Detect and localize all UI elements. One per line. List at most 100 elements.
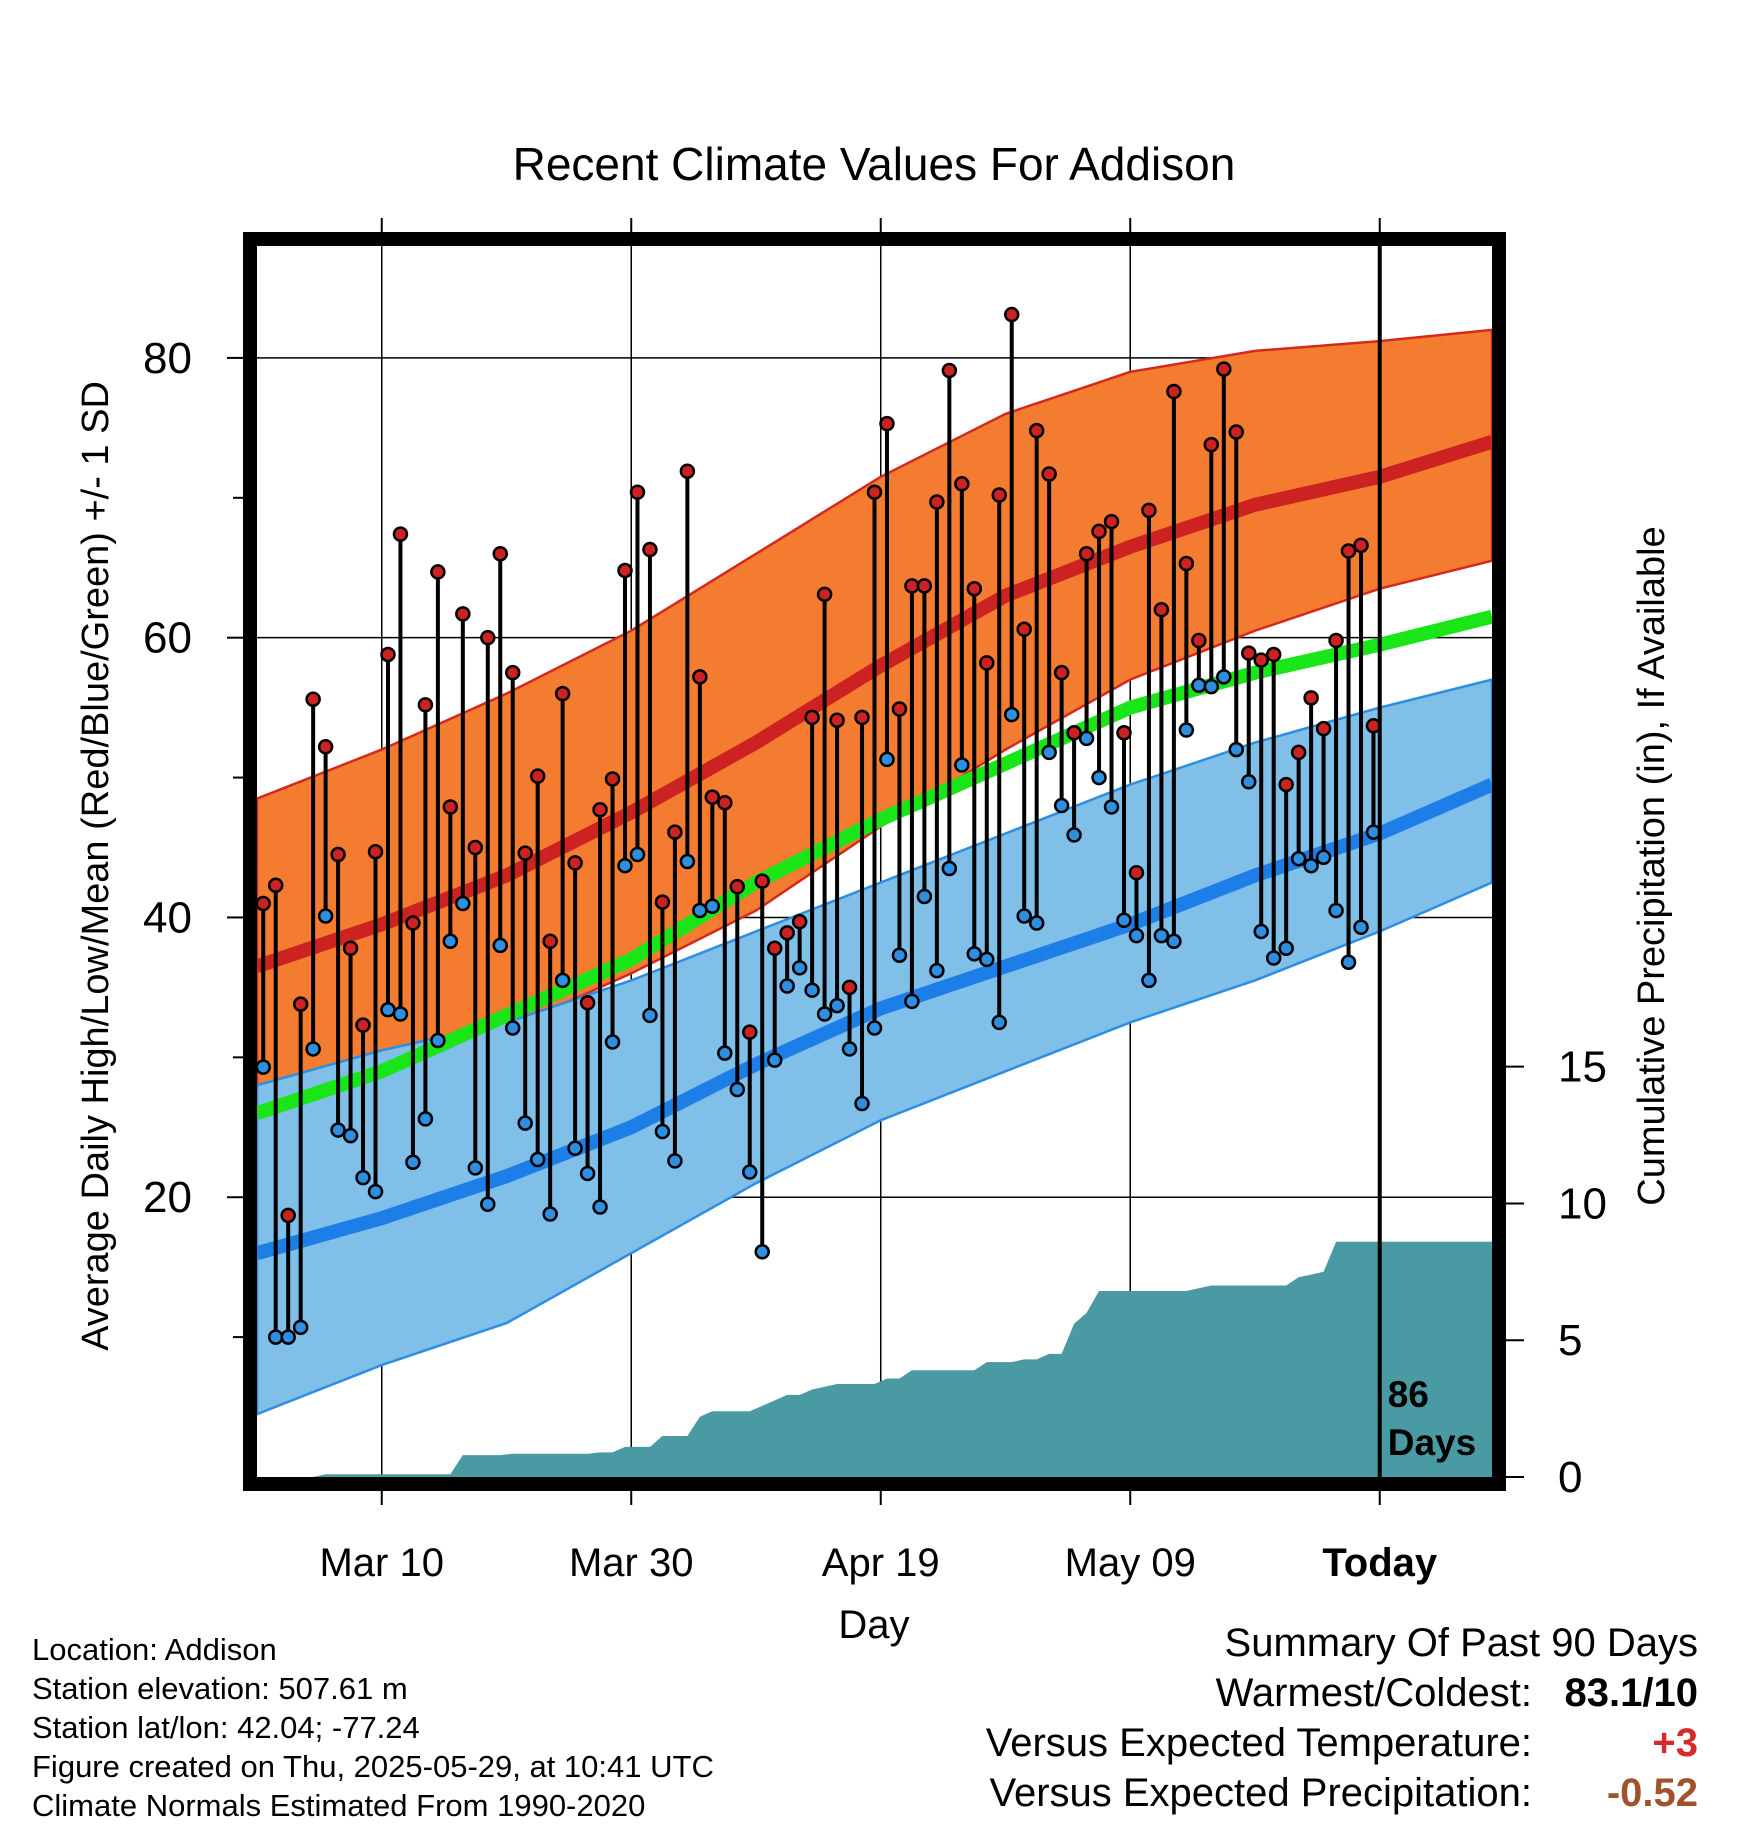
daily-low-point (1066, 827, 1082, 843)
daily-high-point (729, 878, 746, 895)
daily-high-point (979, 655, 995, 671)
daily-low-point (1041, 744, 1057, 761)
daily-low-point (1265, 950, 1282, 966)
days-unit-label: Days (1388, 1422, 1476, 1463)
daily-high-point (1178, 555, 1195, 572)
daily-low-point (1128, 927, 1145, 944)
temperature-anomaly-value: +3 (1652, 1721, 1698, 1765)
daily-low-point (816, 1006, 833, 1022)
daily-low-point (754, 1244, 770, 1260)
daily-high-point (355, 1017, 371, 1033)
info-latlon: Station lat/lon: 42.04; -77.24 (32, 1710, 420, 1745)
daily-low-point (891, 947, 908, 963)
y2-tick-label: 0 (1558, 1453, 1582, 1502)
daily-low-point (629, 846, 646, 863)
daily-high-point (1103, 513, 1120, 530)
daily-low-point (405, 1154, 421, 1171)
daily-low-point (866, 1020, 883, 1036)
y2-tick-label: 10 (1558, 1179, 1607, 1228)
daily-low-point (292, 1319, 309, 1336)
daily-high-point (754, 873, 770, 889)
daily-low-point (1178, 722, 1195, 738)
plot-area: 86 Days Mar 10 Mar 30 Apr 19 May 09 Today 20 40 6… (143, 218, 1607, 1585)
daily-low-point (492, 937, 509, 954)
daily-high-point (717, 794, 733, 811)
daily-high-point (791, 913, 808, 930)
daily-high-point (866, 484, 883, 500)
daily-low-point (1153, 927, 1170, 944)
daily-low-point (991, 1014, 1007, 1031)
y-tick-label: 80 (143, 334, 192, 383)
daily-low-point (1290, 850, 1307, 867)
daily-high-point (1216, 361, 1232, 377)
daily-high-point (941, 362, 958, 379)
high-normal-line (257, 435, 1492, 974)
daily-high-point (954, 476, 970, 492)
daily-high-point (529, 768, 546, 784)
info-created: Figure created on Thu, 2025-05-29, at 10… (32, 1749, 714, 1784)
daily-low-point (554, 972, 571, 989)
daily-high-point (517, 845, 533, 861)
daily-low-point (417, 1111, 434, 1127)
daily-high-point (679, 463, 696, 479)
x-tick-label: Mar 10 (319, 1541, 444, 1585)
y-axis-label: Average Daily High/Low/Mean (Red/Blue/Gr… (75, 381, 117, 1351)
low-normal-band (257, 678, 1492, 1416)
daily-low-point (567, 1140, 583, 1157)
daily-high-point (642, 541, 658, 558)
cumulative-precipitation-area (257, 1241, 1492, 1477)
daily-high-point (1203, 436, 1220, 453)
daily-high-point (617, 562, 633, 579)
daily-low-point (679, 853, 696, 870)
daily-low-point (1053, 797, 1070, 814)
daily-high-point (766, 940, 783, 956)
daily-low-point (1303, 857, 1319, 874)
daily-high-point (392, 526, 409, 542)
daily-low-point (367, 1183, 384, 1200)
daily-low-point (1141, 972, 1157, 989)
daily-low-point (704, 898, 721, 915)
daily-low-point (916, 888, 933, 905)
daily-low-point (1253, 923, 1269, 940)
daily-high-point (991, 487, 1007, 503)
daily-high-point (317, 739, 334, 755)
daily-high-point (1315, 720, 1332, 737)
daily-low-point (542, 1206, 558, 1222)
daily-high-point (430, 564, 446, 580)
daily-high-point (1253, 652, 1269, 668)
daily-high-point (504, 664, 521, 681)
daily-low-point (941, 860, 958, 877)
y-tick-label: 40 (143, 893, 192, 942)
daily-high-point (1166, 383, 1182, 400)
daily-low-point (1103, 799, 1120, 815)
daily-low-point (904, 993, 920, 1010)
daily-high-point (1303, 690, 1319, 706)
daily-high-point (841, 979, 858, 996)
daily-low-point (280, 1329, 296, 1345)
daily-high-point (442, 799, 459, 815)
daily-low-point (305, 1041, 321, 1057)
daily-high-point (1028, 422, 1045, 439)
y2-axis-label: Cumulative Precipitation (in), If Availa… (1631, 526, 1673, 1205)
daily-low-point (729, 1081, 746, 1098)
daily-high-point (966, 580, 983, 597)
daily-high-point (380, 646, 396, 663)
daily-high-point (879, 415, 895, 432)
info-normals: Climate Normals Estimated From 1990-2020 (32, 1788, 646, 1823)
daily-low-point (342, 1127, 359, 1144)
daily-low-point (355, 1169, 371, 1186)
daily-high-point (854, 709, 870, 726)
precipitation-anomaly-value: -0.52 (1606, 1771, 1698, 1815)
daily-high-point (1228, 424, 1245, 440)
daily-low-point (1228, 741, 1245, 758)
daily-low-point (854, 1095, 870, 1112)
daily-high-point (1016, 621, 1032, 638)
daily-high-point (1128, 864, 1145, 881)
info-elevation: Station elevation: 507.61 m (32, 1671, 408, 1706)
daily-high-point (280, 1207, 296, 1224)
daily-low-point (392, 1006, 409, 1022)
daily-high-point (330, 846, 346, 863)
daily-low-point (929, 962, 945, 979)
daily-low-point (1216, 669, 1232, 685)
